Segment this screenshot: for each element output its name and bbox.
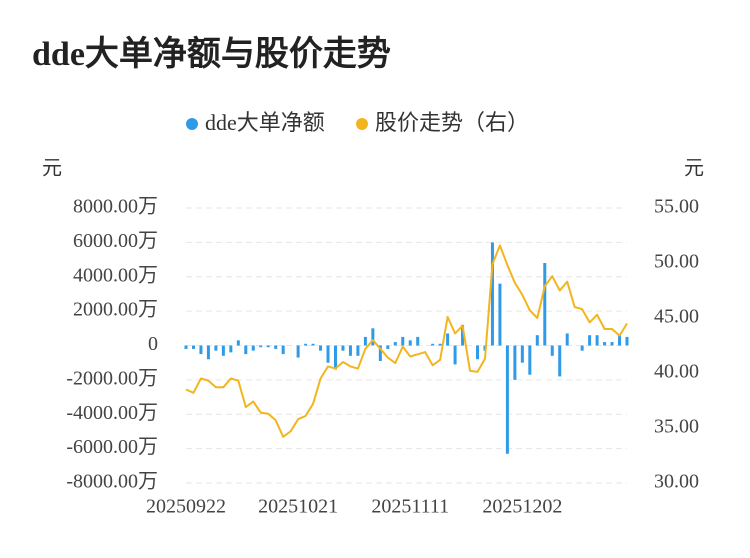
bar: [326, 345, 330, 363]
bar: [259, 345, 263, 348]
x-tick-label: 20251202: [482, 496, 562, 518]
bar: [304, 343, 308, 346]
y-tick-label: 6000.00万: [73, 230, 158, 252]
bar: [266, 345, 270, 348]
legend-marker: [356, 118, 368, 130]
bar: [348, 345, 352, 356]
bar: [393, 342, 397, 346]
bar: [416, 336, 420, 346]
bar: [378, 345, 382, 361]
bar: [206, 345, 210, 360]
bar: [274, 345, 278, 349]
bar: [565, 333, 569, 346]
bar: [281, 345, 285, 355]
y2-tick-label: 30.00: [654, 471, 699, 493]
y2-tick-label: 40.00: [654, 361, 699, 383]
bar: [461, 324, 465, 346]
bar: [221, 345, 225, 356]
bar: [595, 335, 599, 346]
y-tick-label: 8000.00万: [73, 196, 158, 218]
bar: [363, 336, 367, 346]
bar: [603, 342, 607, 346]
price-line: [185, 244, 628, 438]
bar: [333, 345, 337, 370]
y2-tick-label: 45.00: [654, 306, 699, 328]
bar: [490, 242, 494, 346]
bar: [476, 345, 480, 360]
bar: [236, 340, 240, 346]
y-tick-label: -2000.00万: [66, 367, 158, 389]
x-tick-label: 20250922: [146, 496, 226, 518]
bar: [610, 342, 614, 346]
y2-tick-label: 55.00: [654, 196, 699, 218]
bar: [625, 336, 629, 346]
bar: [558, 345, 562, 377]
bar: [513, 345, 517, 380]
bar: [371, 328, 375, 346]
bar: [528, 345, 532, 375]
bar: [535, 335, 539, 346]
chart-title: dde大单净额与股价走势: [32, 35, 391, 73]
y2-tick-label: 35.00: [654, 416, 699, 438]
bar: [408, 340, 412, 346]
bar: [386, 345, 390, 349]
bar: [520, 345, 524, 363]
legend-label: 股价走势（右）: [375, 110, 529, 135]
bar: [356, 345, 360, 356]
bar: [184, 345, 188, 349]
bar: [505, 345, 509, 454]
legend-label: dde大单净额: [205, 110, 325, 135]
bar: [498, 283, 502, 346]
y-tick-label: 4000.00万: [73, 264, 158, 286]
bar: [251, 345, 255, 351]
bar: [446, 333, 450, 346]
y-tick-label: 2000.00万: [73, 299, 158, 321]
y-tick-label: -6000.00万: [66, 436, 158, 458]
bar: [543, 263, 547, 346]
x-tick-label: 20251111: [371, 496, 449, 518]
bar: [214, 345, 218, 351]
bar: [191, 345, 195, 349]
y-tick-label: -4000.00万: [66, 402, 158, 424]
y-axis-unit: 元: [42, 158, 62, 180]
bar: [341, 345, 345, 351]
bar: [401, 336, 405, 346]
bar: [438, 343, 442, 346]
y2-axis-unit: 元: [684, 158, 704, 180]
bar: [311, 343, 315, 346]
x-tick-label: 20251021: [258, 496, 338, 518]
bar: [618, 335, 622, 346]
bar: [453, 345, 457, 365]
bar: [296, 345, 300, 358]
bar: [319, 345, 323, 351]
bar: [244, 345, 248, 355]
bar: [229, 345, 233, 353]
bar: [580, 345, 584, 351]
bar: [199, 345, 203, 355]
y2-tick-label: 50.00: [654, 251, 699, 273]
bar: [431, 343, 435, 346]
legend-marker: [186, 118, 198, 130]
bar: [588, 335, 592, 346]
y-tick-label: -8000.00万: [66, 471, 158, 493]
bar: [550, 345, 554, 356]
y-tick-label: 0: [148, 333, 158, 355]
